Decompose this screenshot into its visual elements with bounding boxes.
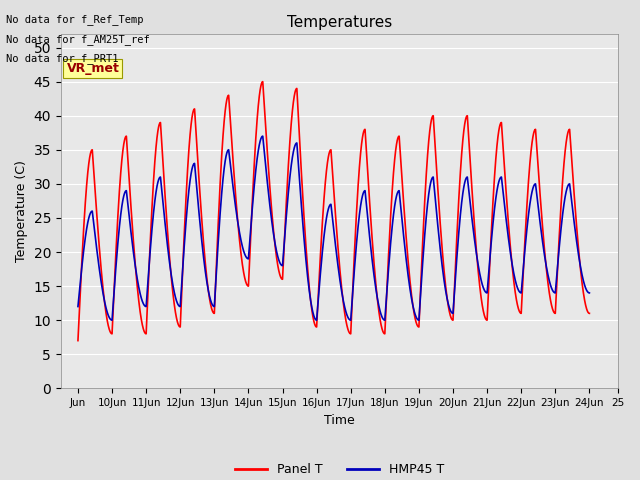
Text: No data for f_Ref_Temp: No data for f_Ref_Temp: [6, 14, 144, 25]
Legend: Panel T, HMP45 T: Panel T, HMP45 T: [230, 458, 449, 480]
Text: No data for f_PRT1: No data for f_PRT1: [6, 53, 119, 64]
X-axis label: Time: Time: [324, 414, 355, 427]
Title: Temperatures: Temperatures: [287, 15, 392, 30]
Text: VR_met: VR_met: [67, 62, 119, 75]
Y-axis label: Temperature (C): Temperature (C): [15, 160, 28, 262]
Text: No data for f_AM25T_ref: No data for f_AM25T_ref: [6, 34, 150, 45]
